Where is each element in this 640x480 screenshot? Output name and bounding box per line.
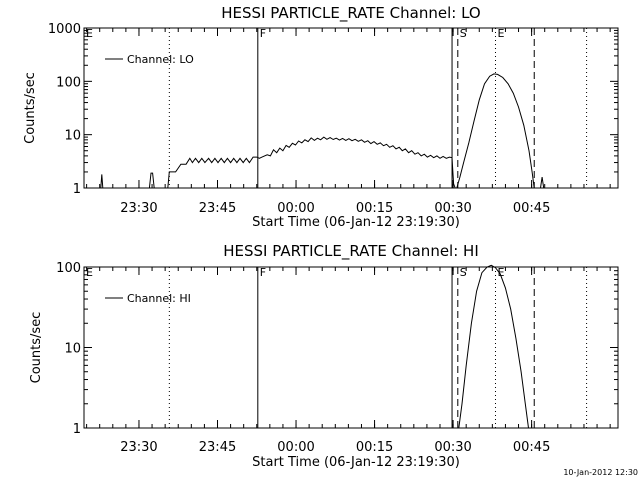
x-tick-label: 00:30	[434, 440, 471, 455]
series-line	[167, 136, 456, 189]
marker-label: F	[260, 27, 266, 40]
y-tick-label: 10	[64, 342, 81, 357]
marker-label: F	[260, 266, 266, 279]
legend-label: Channel: LO	[127, 53, 194, 66]
x-axis-label: Start Time (06-Jan-12 23:19:30)	[252, 455, 460, 470]
plot-frame	[83, 27, 619, 189]
marker-label: E	[497, 266, 504, 279]
panel-lo: HESSI PARTICLE_RATE Channel: LO Counts/se…	[23, 4, 619, 230]
x-tick-label: 00:15	[356, 201, 393, 216]
series-line	[456, 73, 535, 189]
x-tick-label: 00:15	[356, 440, 393, 455]
x-tick-label: 23:45	[199, 440, 236, 455]
marker-label: E	[86, 266, 93, 279]
y-tick-label: 100	[56, 75, 81, 90]
series-line	[540, 177, 545, 189]
chart-title: HESSI PARTICLE_RATE Channel: HI	[223, 242, 479, 261]
x-tick-label: 00:45	[513, 440, 550, 455]
series-line	[100, 174, 104, 189]
y-tick-label: 1	[73, 182, 81, 197]
marker-label: S	[460, 266, 467, 279]
x-tick-label: 00:45	[513, 201, 550, 216]
marker-label: S	[460, 27, 467, 40]
y-axis-label: Counts/sec	[29, 312, 44, 384]
marker-label: E	[86, 27, 93, 40]
x-tick-label: 23:30	[120, 440, 157, 455]
marker-label: E	[497, 27, 504, 40]
y-tick-label: 1	[73, 422, 81, 437]
chart-title: HESSI PARTICLE_RATE Channel: LO	[221, 4, 480, 23]
y-axis-label: Counts/sec	[23, 72, 38, 144]
series-line	[458, 264, 529, 429]
x-axis-label: Start Time (06-Jan-12 23:19:30)	[252, 215, 460, 230]
series-line	[148, 172, 155, 189]
y-tick-label: 1000	[48, 22, 81, 37]
print-timestamp: 10-Jan-2012 12:30	[563, 468, 638, 477]
x-tick-label: 00:30	[434, 201, 471, 216]
x-tick-label: 23:45	[199, 201, 236, 216]
x-tick-label: 00:00	[277, 440, 314, 455]
x-tick-label: 23:30	[120, 201, 157, 216]
panel-hi: HESSI PARTICLE_RATE Channel: HI Counts/se…	[29, 242, 619, 470]
legend-label: Channel: HI	[127, 292, 191, 305]
y-tick-label: 10	[64, 129, 81, 144]
x-tick-label: 00:00	[277, 201, 314, 216]
y-tick-label: 100	[56, 261, 81, 276]
